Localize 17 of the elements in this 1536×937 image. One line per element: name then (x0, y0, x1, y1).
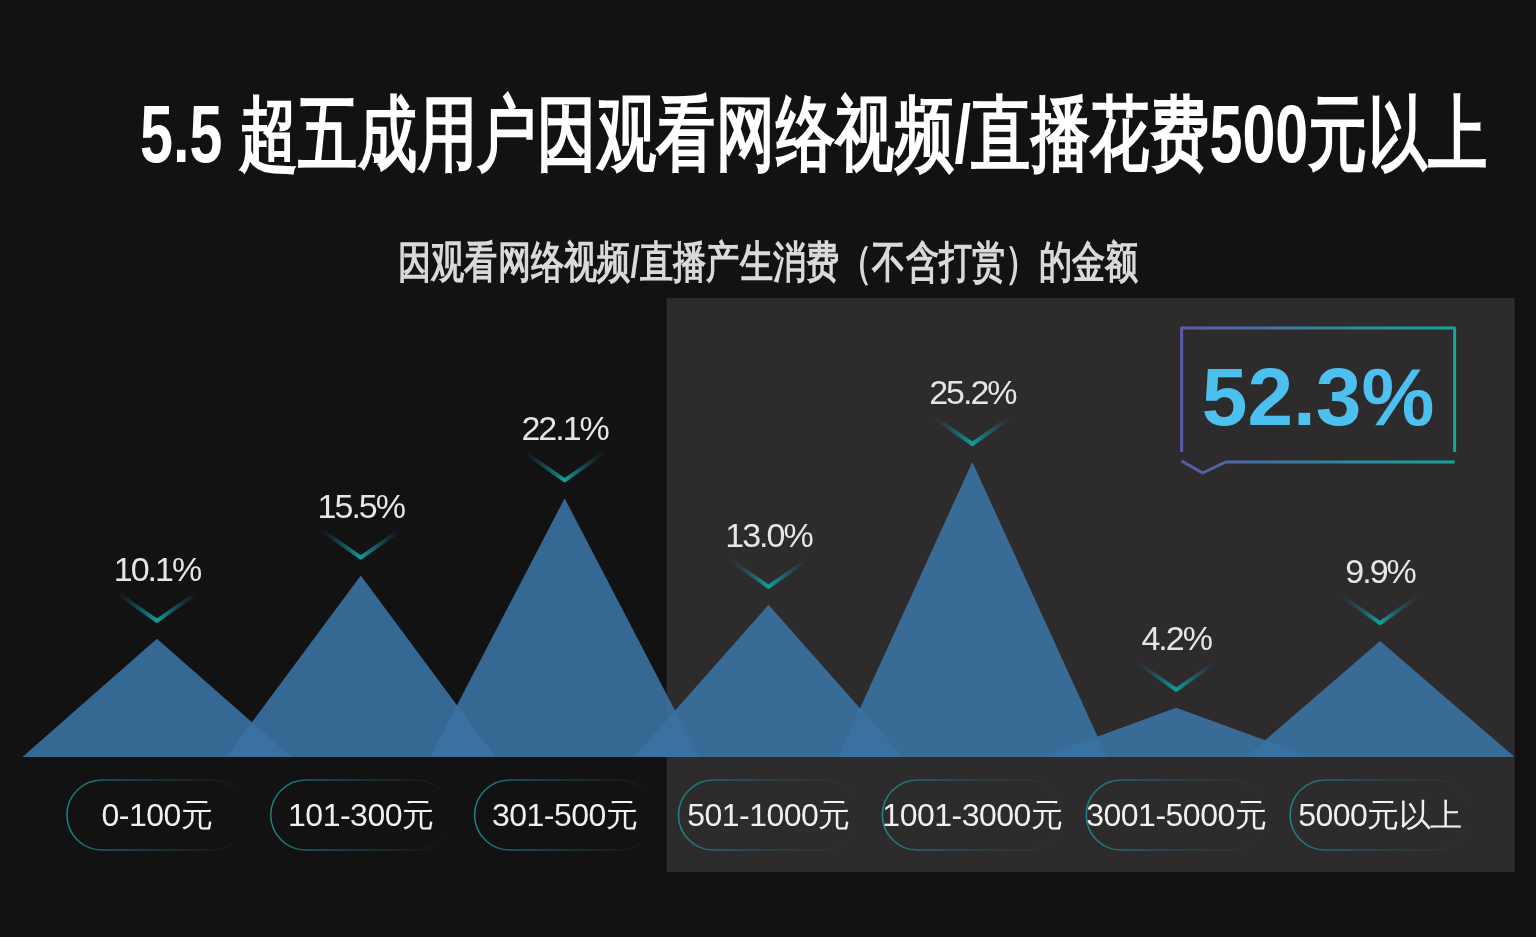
data-label: 4.2% (1141, 618, 1213, 657)
x-tick-label: 301-500元 (491, 797, 638, 833)
x-tick-label: 1001-3000元 (882, 797, 1063, 833)
chart-title: 5.5 超五成用户因观看网络视频/直播花费500元以上 (140, 87, 1488, 180)
data-label: 9.9% (1345, 552, 1417, 591)
data-label: 15.5% (317, 486, 406, 525)
data-label: 13.0% (725, 515, 814, 554)
band-label: 52.3% (1201, 351, 1435, 442)
data-label: 22.1% (521, 409, 610, 448)
data-label: 10.1% (113, 549, 202, 588)
data-label: 25.2% (929, 373, 1018, 411)
chart-subtitle: 因观看网络视频/直播产生消费（不含打赏）的金额 (398, 237, 1139, 287)
x-tick-label: 5000元以上 (1298, 797, 1462, 833)
x-tick-label: 501-1000元 (687, 797, 850, 833)
x-tick-label: 101-300元 (288, 797, 434, 833)
x-tick-label: 3001-5000元 (1086, 797, 1267, 833)
x-tick-label: 0-100元 (101, 797, 213, 833)
